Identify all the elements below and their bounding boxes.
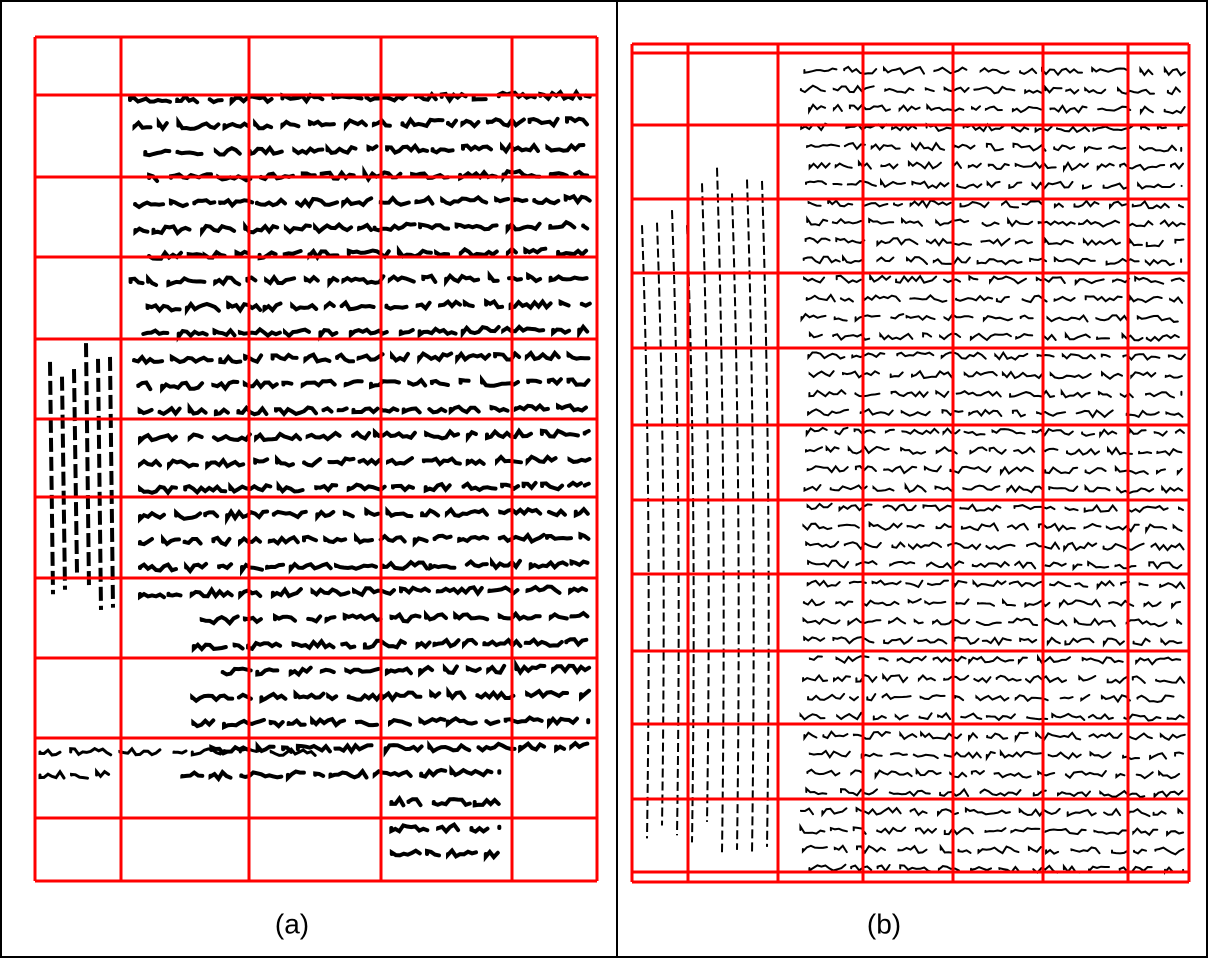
handwriting xyxy=(802,253,1183,267)
handwriting xyxy=(641,225,650,839)
handwriting xyxy=(199,609,590,627)
handwriting xyxy=(138,454,592,471)
handwriting xyxy=(806,215,1186,228)
handwriting xyxy=(802,520,1183,535)
handwriting xyxy=(808,653,1182,666)
handwriting xyxy=(799,84,1181,96)
handwriting xyxy=(807,692,1175,704)
handwriting xyxy=(803,730,1186,743)
handwriting xyxy=(138,480,591,496)
handwriting xyxy=(133,219,590,238)
handwriting xyxy=(96,358,103,610)
grid-b xyxy=(630,42,1191,884)
handwriting xyxy=(805,444,1183,457)
handwriting xyxy=(671,210,680,836)
handwriting xyxy=(38,746,317,757)
handwriting xyxy=(137,401,588,417)
handwriting xyxy=(805,177,1183,190)
handwriting xyxy=(806,141,1183,154)
handwriting xyxy=(136,374,591,394)
handwriting xyxy=(746,179,755,854)
handwriting xyxy=(60,376,67,590)
handwriting xyxy=(128,270,589,289)
handwriting xyxy=(108,356,115,608)
handwriting xyxy=(800,806,1184,818)
panel-caption: (a) xyxy=(275,908,309,939)
panel-caption: (b) xyxy=(867,908,901,939)
handwriting xyxy=(808,388,1183,399)
handwriting xyxy=(133,193,592,210)
handwriting xyxy=(800,312,1179,324)
handwriting xyxy=(141,323,590,343)
handwriting xyxy=(72,369,79,573)
handwriting xyxy=(803,635,1183,648)
handwriting xyxy=(389,794,501,808)
handwriting xyxy=(132,349,591,366)
handwriting xyxy=(48,361,55,595)
handwriting xyxy=(138,427,591,446)
handwriting xyxy=(804,235,1185,248)
handwriting xyxy=(807,407,1184,419)
handwriting xyxy=(138,505,590,526)
handwriting xyxy=(138,556,590,577)
handwriting xyxy=(143,141,586,158)
handwriting xyxy=(807,197,1184,210)
handwriting xyxy=(806,579,1186,591)
handwriting xyxy=(191,715,591,731)
grid-a xyxy=(33,35,599,883)
handwriting xyxy=(803,481,1184,495)
handwriting xyxy=(801,843,1185,856)
handwriting xyxy=(389,847,500,863)
handwriting xyxy=(803,65,1186,77)
handwriting xyxy=(799,823,1185,837)
handwriting xyxy=(802,597,1182,610)
manuscript-a xyxy=(38,88,592,863)
handwriting xyxy=(808,369,1183,380)
handwriting xyxy=(389,821,502,835)
handwriting xyxy=(805,293,1184,304)
handwriting xyxy=(145,298,592,317)
handwriting xyxy=(84,343,91,589)
handwriting xyxy=(799,711,1185,722)
handwriting xyxy=(38,767,111,780)
handwriting xyxy=(805,540,1185,553)
handwriting xyxy=(761,180,770,847)
handwriting xyxy=(805,426,1185,439)
handwriting xyxy=(806,767,1181,781)
handwriting xyxy=(180,764,502,783)
handwriting xyxy=(656,222,665,826)
handwriting xyxy=(138,531,591,548)
handwriting xyxy=(191,637,589,654)
handwriting xyxy=(138,584,589,601)
handwriting xyxy=(190,686,591,704)
handwriting xyxy=(808,103,1186,116)
handwriting xyxy=(220,658,592,678)
handwriting xyxy=(731,193,740,850)
handwriting xyxy=(716,167,725,853)
handwriting xyxy=(806,502,1184,514)
handwriting xyxy=(808,330,1180,343)
